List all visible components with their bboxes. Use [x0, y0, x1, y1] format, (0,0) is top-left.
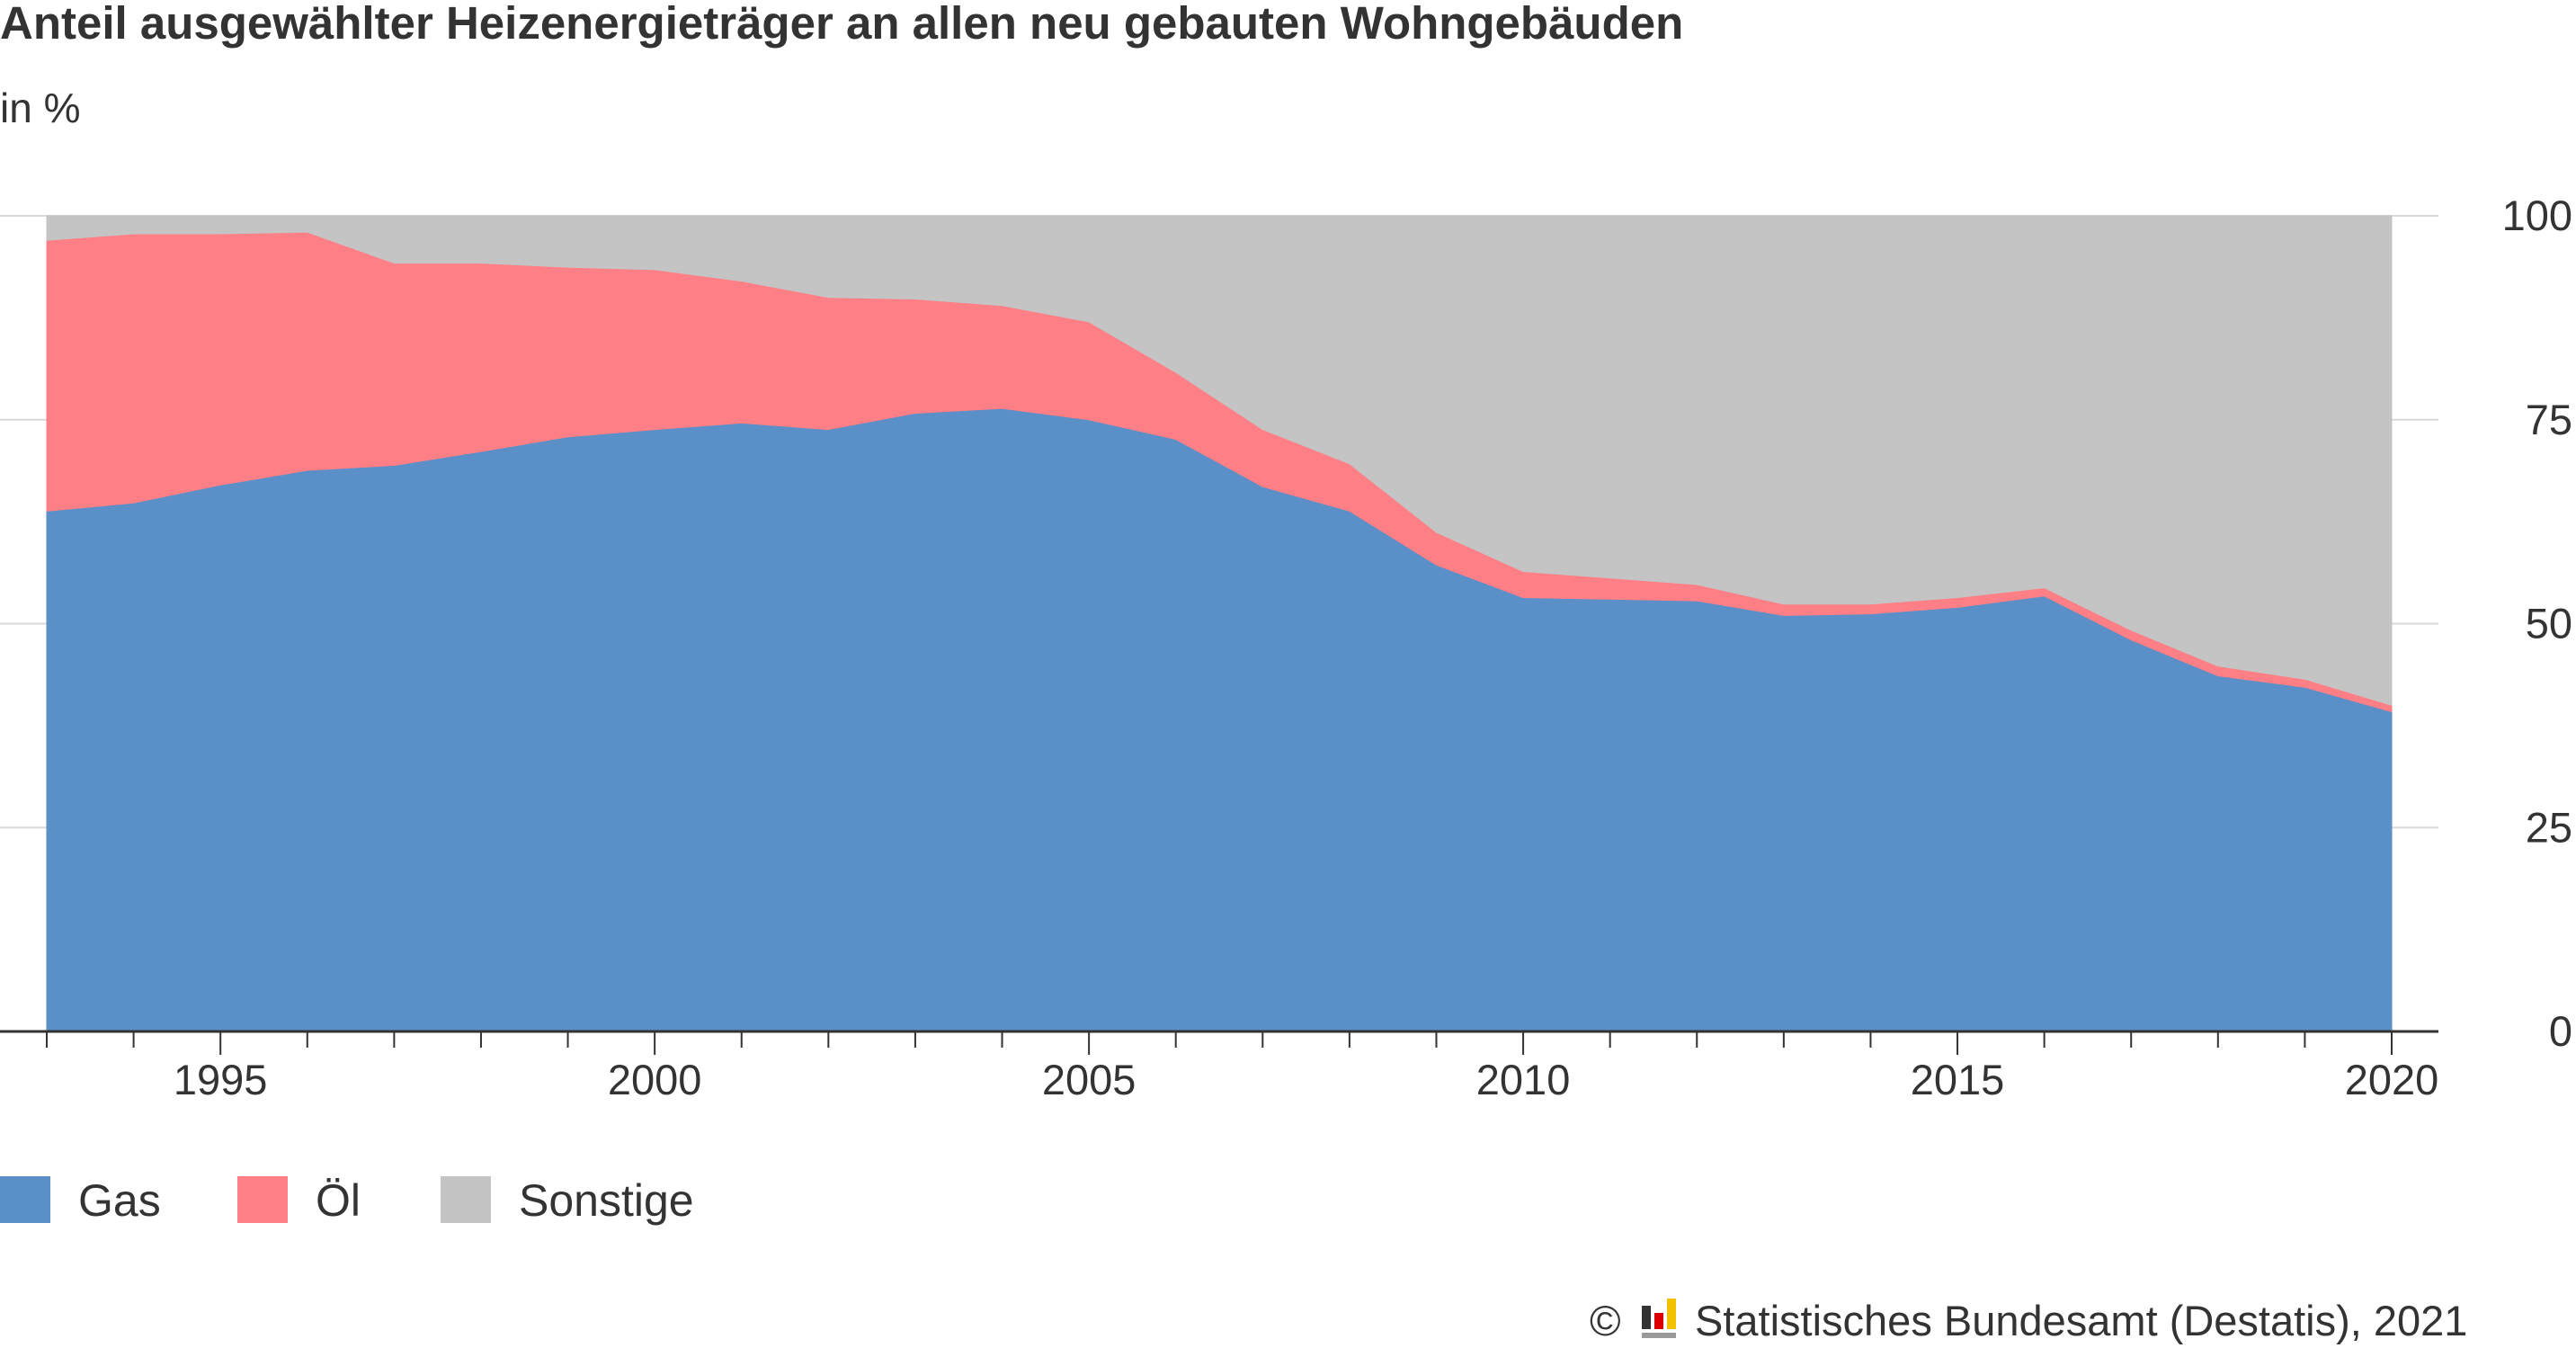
chart-subtitle: in %	[0, 85, 80, 131]
x-tick-label-2000: 2000	[608, 1056, 702, 1103]
destatis-logo-icon	[1642, 1299, 1676, 1338]
source-text: Statistisches Bundesamt (Destatis), 2021	[1695, 1297, 2467, 1344]
axes: 1995 2000 2005 2010 2015 2020	[0, 1030, 2439, 1103]
plot-area: 0 25 50 75 100 1995 2000 2005 2010 2015 2020	[0, 192, 2572, 1103]
copyright-symbol: ©	[1590, 1297, 1621, 1344]
legend-label-gas: Gas	[78, 1175, 161, 1226]
legend-label-sonstige: Sonstige	[519, 1175, 694, 1226]
x-tick-label-2020: 2020	[2345, 1056, 2439, 1103]
y-tick-label-100: 100	[2502, 192, 2572, 239]
y-tick-label-25: 25	[2526, 803, 2572, 851]
area-sonstige	[46, 215, 2393, 706]
legend-swatch-gas	[0, 1176, 50, 1223]
source-credit: © Statistisches Bundesamt (Destatis), 20…	[1590, 1297, 2467, 1344]
stacked-areas	[46, 215, 2393, 1032]
legend-swatch-öl	[237, 1176, 288, 1223]
chart-title: Anteil ausgewählter Heizenergieträger an…	[0, 0, 1683, 49]
legend-label-öl: Öl	[316, 1175, 361, 1226]
y-tick-label-75: 75	[2526, 396, 2572, 443]
x-tick-label-2005: 2005	[1042, 1056, 1136, 1103]
x-tick-label-2010: 2010	[1476, 1056, 1571, 1103]
legend: Gas Öl Sonstige	[0, 1175, 694, 1226]
y-tick-label-50: 50	[2526, 600, 2572, 647]
x-tick-label-1995: 1995	[174, 1056, 268, 1103]
x-tick-label-2015: 2015	[1911, 1056, 2005, 1103]
y-tick-label-0: 0	[2549, 1007, 2572, 1055]
legend-swatch-sonstige	[441, 1176, 491, 1223]
